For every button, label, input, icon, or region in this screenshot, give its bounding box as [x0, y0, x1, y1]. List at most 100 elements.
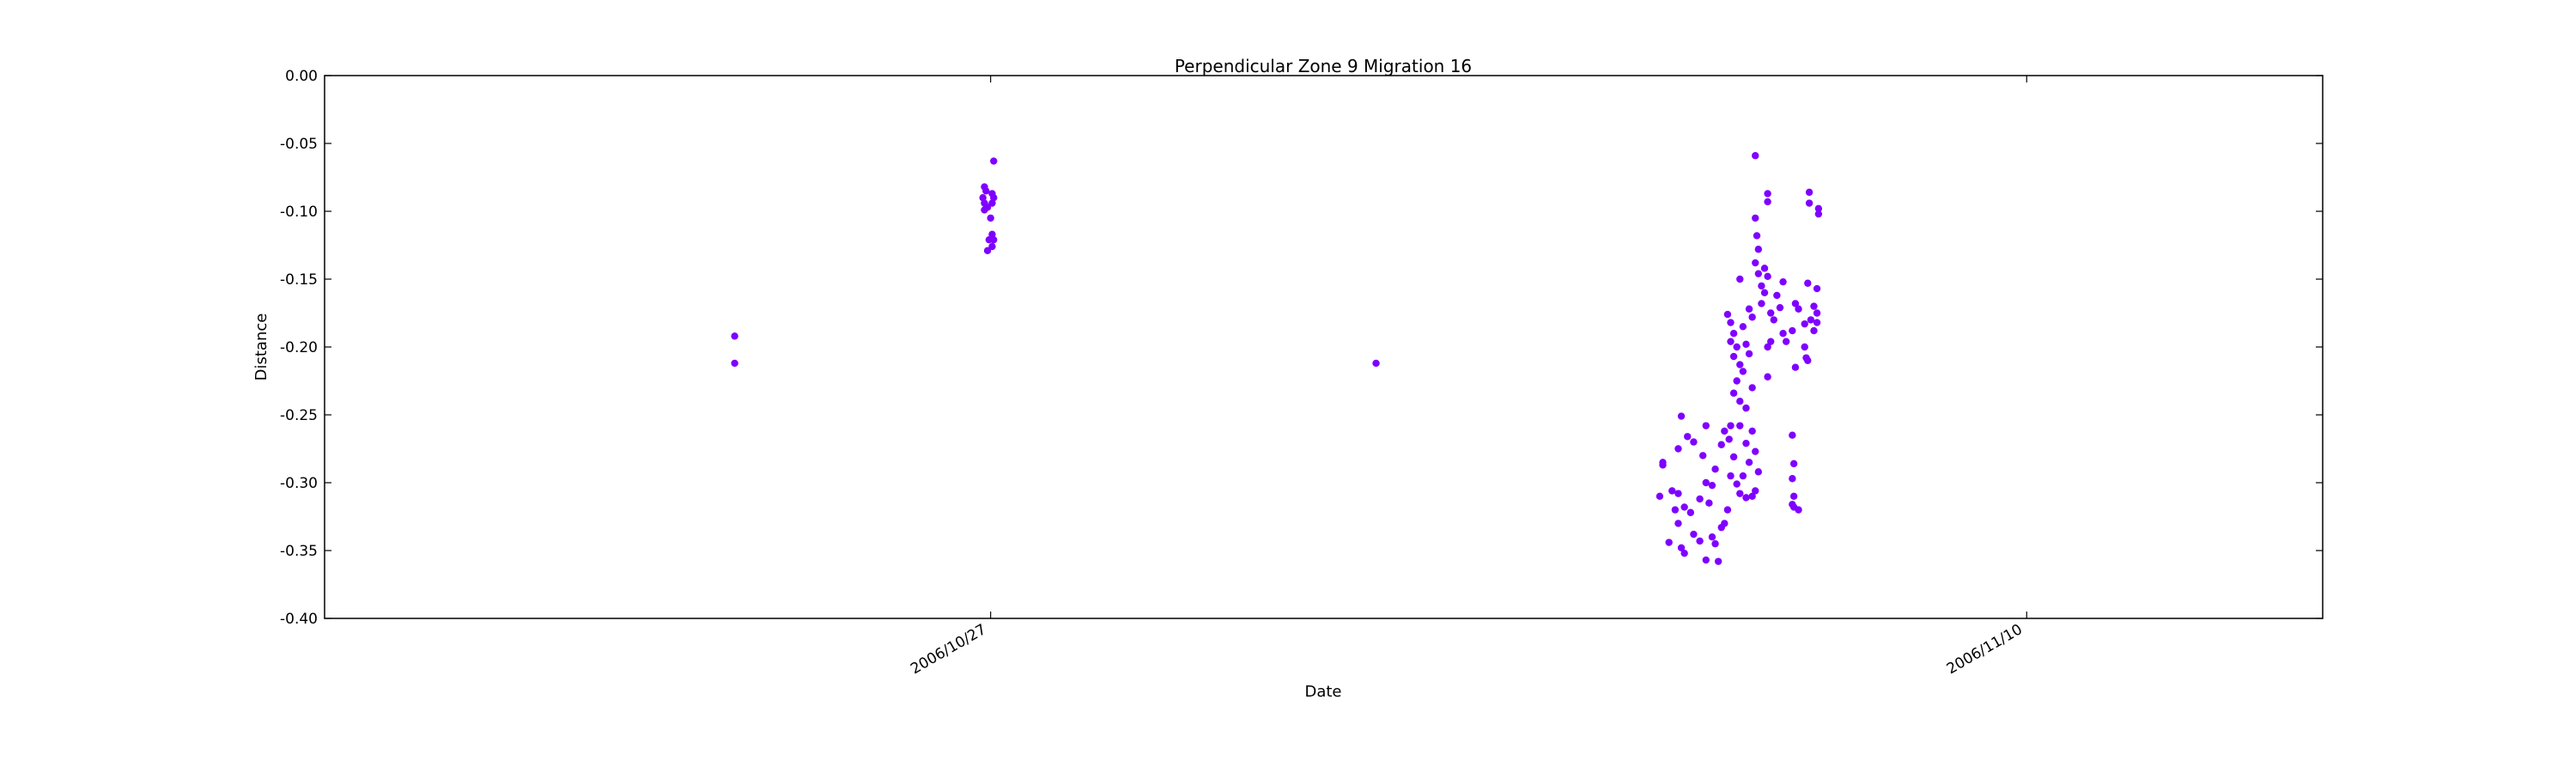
data-point: [1721, 520, 1728, 527]
y-tick-label: -0.40: [280, 611, 318, 628]
data-point: [1729, 352, 1738, 361]
data-point: [1813, 284, 1821, 293]
data-point: [1736, 275, 1744, 283]
data-point: [1677, 544, 1686, 552]
data-point: [1696, 495, 1704, 503]
data-point: [1729, 389, 1738, 397]
x-axis-label: Date: [1304, 683, 1341, 701]
data-point: [1754, 270, 1763, 277]
data-point: [1745, 459, 1753, 466]
data-point: [1789, 326, 1796, 335]
data-point: [1656, 492, 1664, 500]
data-point: [981, 206, 988, 214]
data-point: [1805, 199, 1814, 207]
data-point: [1805, 188, 1814, 197]
data-point: [1723, 310, 1732, 319]
data-point: [1748, 384, 1756, 392]
data-point: [987, 214, 994, 222]
data-point: [1742, 340, 1750, 349]
data-point: [1714, 557, 1722, 565]
data-point: [1739, 323, 1747, 331]
data-point: [1742, 439, 1750, 447]
data-point: [1674, 520, 1682, 527]
data-point: [1674, 490, 1682, 497]
data-point: [1810, 326, 1818, 335]
data-point: [1804, 356, 1812, 364]
x-tick-label: 2006/10/27: [908, 621, 989, 678]
data-point: [1767, 309, 1775, 317]
y-tick-label: -0.25: [280, 407, 318, 424]
data-point: [1745, 350, 1753, 358]
data-point: [990, 194, 998, 202]
data-point: [1758, 300, 1765, 307]
data-point: [1791, 363, 1800, 371]
y-axis: 0.00 -0.05 -0.10 -0.15 -0.20 -0.25 -0.30 -0.35 -…: [280, 68, 2323, 628]
x-axis: 2006/10/27 2006/11/10: [908, 76, 2027, 678]
data-point: [1789, 492, 1798, 500]
data-point: [1739, 472, 1747, 480]
data-point: [1742, 494, 1750, 502]
data-point: [1708, 481, 1716, 490]
data-point: [1814, 210, 1823, 218]
data-point: [988, 230, 996, 239]
data-point: [1674, 445, 1682, 453]
data-point: [1702, 478, 1710, 487]
data-point: [1804, 279, 1812, 287]
data-point: [1813, 319, 1821, 326]
data-point: [1745, 305, 1753, 313]
data-point: [1779, 277, 1787, 286]
y-tick-label: 0.00: [285, 68, 318, 85]
data-point: [1736, 361, 1744, 368]
data-point: [1686, 508, 1695, 516]
data-point: [1764, 272, 1771, 281]
data-points: [731, 152, 1823, 565]
data-point: [1733, 480, 1741, 488]
data-point: [1752, 214, 1759, 222]
data-point: [988, 242, 996, 251]
chart-title: Perpendicular Zone 9 Migration 16: [1175, 56, 1472, 76]
data-point: [990, 157, 998, 165]
data-point: [1708, 533, 1716, 541]
data-point: [988, 199, 996, 207]
data-point: [1789, 475, 1796, 483]
data-point: [1801, 320, 1808, 328]
data-point: [1372, 359, 1380, 368]
data-point: [1754, 468, 1763, 476]
data-point: [979, 194, 987, 202]
data-point: [1680, 549, 1688, 557]
data-point: [1754, 246, 1763, 253]
data-point: [1717, 441, 1725, 448]
data-point: [1801, 343, 1808, 351]
x-tick-label: 2006/11/10: [1944, 621, 2026, 678]
data-point: [1814, 204, 1823, 213]
data-point: [1684, 433, 1692, 441]
data-point: [1764, 343, 1771, 351]
data-point: [983, 247, 992, 255]
data-point: [1760, 289, 1769, 296]
data-point: [1752, 447, 1759, 455]
data-point: [1813, 309, 1821, 317]
data-point: [1711, 466, 1719, 473]
data-point: [1752, 259, 1759, 267]
data-point: [1727, 472, 1735, 480]
y-axis-label: Distance: [252, 313, 270, 381]
data-point: [1721, 427, 1728, 435]
data-point: [1770, 316, 1777, 324]
data-point: [1736, 422, 1744, 429]
data-point: [1789, 460, 1798, 468]
data-point: [1727, 338, 1735, 345]
data-point: [1748, 313, 1756, 321]
data-point: [1671, 506, 1680, 514]
data-point: [1668, 487, 1676, 495]
data-point: [1696, 537, 1704, 545]
data-point: [1690, 438, 1698, 446]
data-point: [1690, 530, 1698, 539]
data-point: [1807, 316, 1815, 324]
data-point: [1789, 431, 1796, 439]
data-point: [1791, 300, 1800, 307]
data-point: [1795, 305, 1802, 313]
y-tick-label: -0.20: [280, 339, 318, 356]
data-point: [1702, 422, 1710, 429]
data-point: [731, 332, 738, 340]
